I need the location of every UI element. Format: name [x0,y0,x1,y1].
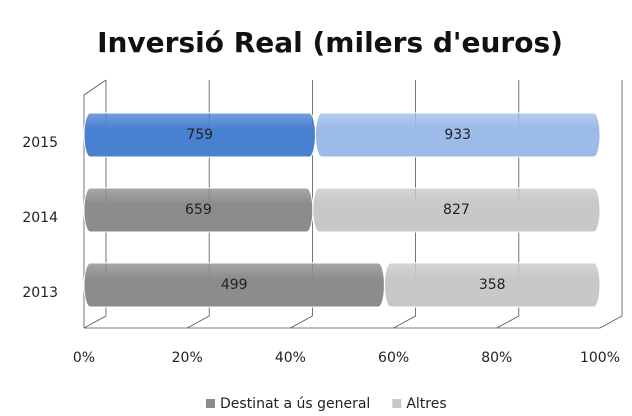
value-label: 358 [479,277,506,293]
grid-line [83,80,107,329]
x-tick-label: 60% [378,350,409,366]
x-tick-label: 20% [172,350,203,366]
bar-segment [383,262,601,308]
grid-line [290,80,313,329]
value-label: 759 [186,127,213,143]
chart-title: Inversió Real (milers d'euros) [97,26,563,59]
grid-line [496,80,520,329]
y-tick-label: 2014 [22,210,58,226]
value-label: 827 [443,202,470,218]
value-label: 499 [221,277,248,293]
x-tick-label: 40% [275,350,306,366]
bar-segment [314,112,601,158]
wall-edge [83,79,107,328]
grid-line [187,80,210,329]
y-tick-label: 2015 [22,135,58,151]
value-label: 659 [185,202,212,218]
bar-segment [312,187,601,233]
grid-line [393,80,416,329]
y-tick-label: 2013 [22,285,58,301]
x-tick-label: 80% [481,350,512,366]
legend-label: Altres [406,396,446,412]
value-label: 933 [444,127,471,143]
legend-label: Destinat a ús general [220,396,370,412]
x-tick-label: 100% [580,350,620,366]
legend-swatch [392,399,402,408]
grid-line [599,80,623,329]
x-tick-label: 0% [73,350,95,366]
legend-swatch [206,399,215,408]
